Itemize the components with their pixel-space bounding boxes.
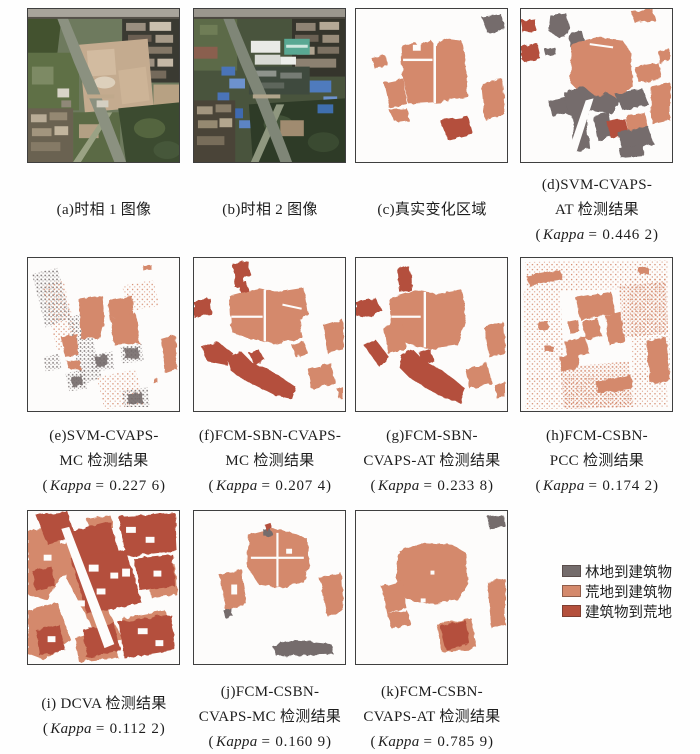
legend-swatch-building-to-wasteland	[562, 605, 581, 617]
caption-h-kappa: (Kappa = 0.174 2)	[535, 477, 659, 494]
caption-e: (e)SVM-CVAPS- MC 检测结果 (Kappa = 0.227 6)	[6, 424, 202, 498]
caption-i: (i) DCVA 检测结果 (Kappa = 0.112 2)	[6, 682, 202, 752]
panel-c	[355, 8, 508, 163]
legend-item-forest-to-building: 林地到建筑物	[562, 561, 672, 581]
change-map-f	[194, 258, 345, 411]
caption-d-line2: AT 检测结果	[555, 201, 639, 218]
caption-f-kappa: (Kappa = 0.207 4)	[208, 477, 332, 494]
panel-d	[520, 8, 673, 163]
change-map-g	[356, 258, 507, 411]
change-map-j	[194, 511, 345, 664]
legend-label-forest-to-building: 林地到建筑物	[585, 564, 672, 581]
panel-b	[193, 8, 346, 163]
caption-c-line1: (c)真实变化区域	[377, 201, 487, 218]
caption-j-kappa: (Kappa = 0.160 9)	[208, 733, 332, 750]
caption-j: (j)FCM-CSBN- CVAPS-MC 检测结果 (Kappa = 0.160…	[172, 682, 368, 752]
panel-a	[27, 8, 180, 163]
caption-f: (f)FCM-SBN-CVAPS- MC 检测结果 (Kappa = 0.207 …	[172, 424, 368, 498]
panel-e	[27, 257, 180, 412]
caption-a-line1: (a)时相 1 图像	[56, 201, 152, 218]
panel-k	[355, 510, 508, 665]
caption-j-line1: (j)FCM-CSBN-	[220, 683, 320, 700]
caption-k-line2: CVAPS-AT 检测结果	[363, 708, 501, 725]
caption-g: (g)FCM-SBN- CVAPS-AT 检测结果 (Kappa = 0.233 …	[334, 424, 530, 498]
caption-b: (b)时相 2 图像	[172, 172, 368, 248]
legend-swatch-forest-to-building	[562, 565, 581, 577]
caption-a: (a)时相 1 图像	[6, 172, 202, 248]
panel-h	[520, 257, 673, 412]
satellite-image-t1	[28, 9, 179, 162]
caption-c: (c)真实变化区域	[334, 172, 530, 248]
legend-item-wasteland-to-building: 荒地到建筑物	[562, 581, 672, 601]
change-map-d	[521, 9, 672, 162]
change-map-e	[28, 258, 179, 411]
caption-k: (k)FCM-CSBN- CVAPS-AT 检测结果 (Kappa = 0.785…	[334, 682, 530, 752]
satellite-image-t2	[194, 9, 345, 162]
legend-label-building-to-wasteland: 建筑物到荒地	[585, 604, 672, 621]
caption-k-line1: (k)FCM-CSBN-	[381, 683, 483, 700]
change-map-k	[356, 511, 507, 664]
caption-g-line2: CVAPS-AT 检测结果	[363, 452, 501, 469]
caption-h-line1: (h)FCM-CSBN-	[546, 427, 648, 444]
change-map-h	[521, 258, 672, 411]
caption-j-line2: CVAPS-MC 检测结果	[198, 708, 342, 725]
change-map-i	[28, 511, 179, 664]
caption-g-kappa: (Kappa = 0.233 8)	[370, 477, 494, 494]
caption-e-line2: MC 检测结果	[59, 452, 149, 469]
panel-g	[355, 257, 508, 412]
caption-k-kappa: (Kappa = 0.785 9)	[370, 733, 494, 750]
caption-d: (d)SVM-CVAPS- AT 检测结果 (Kappa = 0.446 2)	[499, 172, 695, 248]
caption-i-line1: (i) DCVA 检测结果	[41, 696, 167, 712]
caption-e-line1: (e)SVM-CVAPS-	[49, 427, 159, 444]
caption-i-kappa: (Kappa = 0.112 2)	[42, 721, 166, 737]
legend: 林地到建筑物 荒地到建筑物 建筑物到荒地	[562, 561, 672, 621]
caption-g-line1: (g)FCM-SBN-	[386, 427, 478, 444]
caption-h-line2: PCC 检测结果	[549, 452, 645, 469]
caption-f-line2: MC 检测结果	[225, 452, 315, 469]
legend-swatch-wasteland-to-building	[562, 585, 581, 597]
panel-f	[193, 257, 346, 412]
caption-e-kappa: (Kappa = 0.227 6)	[42, 477, 166, 494]
caption-h: (h)FCM-CSBN- PCC 检测结果 (Kappa = 0.174 2)	[499, 424, 695, 498]
legend-item-building-to-wasteland: 建筑物到荒地	[562, 601, 672, 621]
panel-j	[193, 510, 346, 665]
legend-label-wasteland-to-building: 荒地到建筑物	[585, 584, 672, 601]
caption-d-line1: (d)SVM-CVAPS-	[541, 176, 653, 193]
caption-f-line1: (f)FCM-SBN-CVAPS-	[198, 427, 342, 444]
caption-d-kappa: (Kappa = 0.446 2)	[535, 226, 659, 243]
panel-i	[27, 510, 180, 665]
caption-b-line1: (b)时相 2 图像	[222, 201, 318, 218]
change-map-c	[356, 9, 507, 162]
